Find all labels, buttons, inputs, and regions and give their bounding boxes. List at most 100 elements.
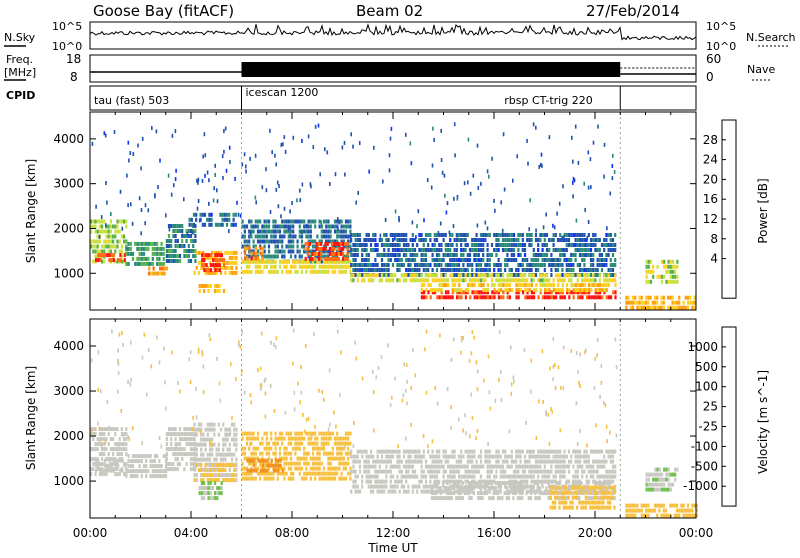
range-cell — [421, 475, 423, 479]
range-cell — [399, 278, 401, 282]
range-cell — [181, 239, 183, 243]
range-cell — [550, 450, 552, 454]
range-cell — [305, 467, 307, 471]
range-cell — [229, 478, 231, 482]
range-cell — [248, 240, 250, 244]
range-cell — [209, 463, 211, 467]
range-cell — [217, 199, 219, 203]
range-cell — [427, 273, 429, 277]
range-cell — [498, 295, 500, 299]
range-cell — [379, 470, 381, 474]
range-cell — [142, 137, 144, 141]
range-cell — [202, 438, 204, 442]
cpid-mode-label: tau (fast) 503 — [94, 94, 169, 107]
range-cell — [656, 504, 658, 508]
range-cell — [509, 429, 511, 433]
range-cell — [97, 250, 99, 254]
range-cell — [366, 460, 368, 464]
range-cell — [458, 470, 460, 474]
range-cell — [425, 238, 427, 242]
range-cell — [372, 248, 374, 252]
range-cell — [197, 207, 199, 211]
range-cell — [522, 263, 524, 267]
range-cell — [491, 470, 493, 474]
range-cell — [416, 475, 418, 479]
range-cell — [502, 470, 504, 474]
range-cell — [517, 278, 519, 282]
range-cell — [359, 490, 361, 494]
range-cell — [476, 253, 478, 257]
range-cell — [253, 452, 255, 456]
range-cell — [464, 486, 466, 490]
range-cell — [610, 238, 612, 242]
range-cell — [347, 432, 349, 436]
range-cell — [515, 258, 517, 262]
range-cell — [561, 491, 563, 495]
range-cell — [333, 247, 335, 251]
range-cell — [473, 455, 475, 459]
range-cell — [186, 432, 188, 436]
range-cell — [487, 169, 489, 173]
range-cell — [595, 295, 597, 299]
range-cell — [557, 283, 559, 287]
range-cell — [128, 262, 130, 266]
range-cell — [363, 278, 365, 282]
range-cell — [390, 243, 392, 247]
range-cell — [537, 243, 539, 247]
range-cell — [531, 455, 533, 459]
range-cell — [165, 407, 167, 411]
range-cell — [115, 459, 117, 463]
range-cell — [186, 249, 188, 253]
range-cell — [343, 235, 345, 239]
range-cell — [385, 278, 387, 282]
range-cell — [94, 472, 96, 476]
range-cell — [539, 465, 541, 469]
range-cell — [281, 143, 283, 147]
range-cell — [608, 243, 610, 247]
range-cell — [405, 278, 407, 282]
range-cell — [676, 514, 678, 518]
range-cell — [427, 233, 429, 237]
cpid-label: CPID — [6, 89, 35, 102]
range-cell — [381, 480, 383, 484]
range-cell — [286, 462, 288, 466]
range-cell — [568, 465, 570, 469]
range-cell — [535, 258, 537, 262]
range-cell — [544, 283, 546, 287]
range-cell — [447, 243, 449, 247]
range-cell — [575, 243, 577, 247]
range-cell — [218, 491, 220, 495]
range-cell — [161, 272, 163, 276]
range-cell — [92, 427, 94, 431]
range-cell — [497, 491, 499, 495]
range-cell — [110, 220, 112, 224]
range-cell — [601, 253, 603, 257]
range-cell — [327, 235, 329, 239]
range-cell — [605, 496, 607, 500]
range-cell — [288, 477, 290, 481]
range-cell — [278, 204, 280, 208]
range-cell — [524, 278, 526, 282]
range-cell — [553, 238, 555, 242]
range-cell — [507, 288, 509, 292]
range-cell — [454, 465, 456, 469]
range-cell — [445, 283, 447, 287]
range-cell — [500, 455, 502, 459]
range-cell — [595, 423, 597, 427]
range-cell — [191, 223, 193, 227]
range-cell — [610, 470, 612, 474]
range-cell — [645, 301, 647, 305]
range-cell — [570, 263, 572, 267]
range-cell — [498, 465, 500, 469]
range-cell — [467, 465, 469, 469]
range-cell — [314, 462, 316, 466]
range-cell — [222, 423, 224, 427]
range-cell — [231, 453, 233, 457]
range-cell — [399, 480, 401, 484]
range-cell — [581, 243, 583, 247]
range-cell — [244, 477, 246, 481]
range-cell — [568, 450, 570, 454]
range-cell — [221, 481, 223, 485]
range-cell — [445, 263, 447, 267]
range-cell — [610, 268, 612, 272]
